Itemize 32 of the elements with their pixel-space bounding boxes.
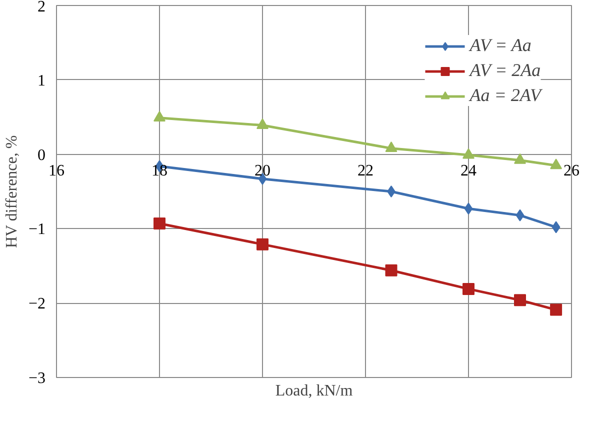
y-tick-label: −2 [28,296,46,313]
y-tick-label: −3 [28,370,46,387]
point [462,282,474,295]
x-tick-label: 16 [48,162,64,180]
point [256,238,268,250]
point [387,186,396,198]
point [154,110,166,122]
y-tick-label: 0 [38,146,46,164]
point [464,202,473,215]
x-tick-label: 20 [254,162,270,180]
y-tick-label: 2 [38,0,46,16]
x-tick-label: 24 [460,162,476,180]
point [385,141,398,152]
point [550,158,562,170]
point [514,294,526,306]
point [154,217,166,230]
point [550,304,562,316]
y-tick-label: −1 [28,221,46,238]
point [514,153,526,164]
point [552,221,560,234]
point [516,209,524,222]
point [385,264,398,276]
x-axis-title: Load, kN/m [275,382,354,400]
legend-label: AV = 2Aa [470,60,541,81]
y-axis-title: HV difference, % [3,135,20,248]
x-tick-label: 22 [358,162,374,180]
point [256,118,268,129]
x-tick-label: 26 [564,162,580,180]
point [462,148,474,159]
y-tick-label: 1 [38,72,46,90]
legend-label: AV = Aa [470,35,532,56]
legend-label: Aa = 2AV [470,85,541,106]
